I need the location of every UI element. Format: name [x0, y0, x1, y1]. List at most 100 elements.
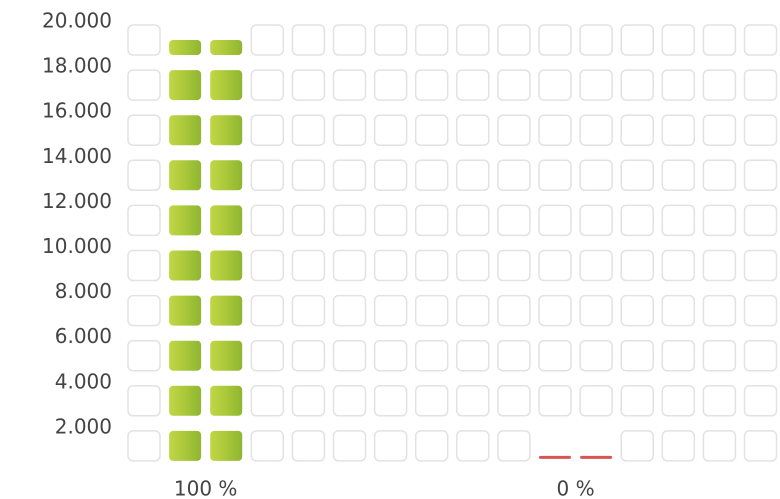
- empty-block: [579, 294, 613, 327]
- empty-block: [538, 385, 572, 417]
- empty-block: [127, 159, 161, 192]
- empty-block: [250, 294, 285, 327]
- empty-block: [497, 339, 531, 372]
- empty-block: [373, 385, 408, 417]
- bar-block: [169, 385, 202, 416]
- empty-block: [620, 204, 654, 237]
- bar-block: [169, 115, 202, 146]
- empty-block: [743, 430, 778, 462]
- empty-block: [579, 385, 613, 417]
- y-tick-label: 14.000: [42, 144, 112, 168]
- empty-block: [127, 294, 161, 327]
- empty-block: [538, 249, 572, 282]
- empty-block: [250, 430, 285, 462]
- empty-block: [373, 339, 408, 372]
- empty-block: [661, 339, 696, 372]
- empty-block: [291, 430, 326, 462]
- empty-block: [373, 69, 408, 101]
- empty-block: [579, 24, 613, 56]
- empty-block: [456, 114, 490, 146]
- empty-block: [702, 24, 737, 56]
- empty-block: [332, 69, 367, 101]
- empty-block: [702, 204, 737, 237]
- empty-block: [291, 249, 326, 282]
- empty-block: [702, 159, 737, 192]
- y-tick-label: 6.000: [55, 324, 112, 348]
- empty-block: [702, 339, 737, 372]
- empty-block: [332, 385, 367, 417]
- empty-block: [620, 430, 654, 462]
- bar-block: [210, 70, 243, 101]
- empty-block: [456, 69, 490, 101]
- empty-block: [414, 339, 449, 372]
- empty-block: [702, 430, 737, 462]
- empty-block: [538, 339, 572, 372]
- empty-block: [620, 339, 654, 372]
- empty-block: [250, 24, 285, 56]
- y-tick-label: 20.000: [42, 9, 112, 33]
- empty-block: [497, 24, 531, 56]
- empty-block: [291, 385, 326, 417]
- empty-block: [291, 204, 326, 237]
- empty-block: [414, 385, 449, 417]
- empty-block: [373, 24, 408, 56]
- empty-block: [661, 249, 696, 282]
- empty-block: [497, 114, 531, 146]
- empty-block: [250, 339, 285, 372]
- empty-block: [743, 69, 778, 101]
- bar-block: [210, 205, 243, 236]
- empty-block: [127, 385, 161, 417]
- empty-block: [250, 204, 285, 237]
- empty-block: [743, 249, 778, 282]
- empty-block: [373, 430, 408, 462]
- empty-block: [743, 204, 778, 237]
- bar-block: [169, 160, 202, 191]
- y-tick-label: 8.000: [55, 279, 112, 303]
- empty-block: [332, 114, 367, 146]
- empty-block: [250, 69, 285, 101]
- bar-block: [210, 250, 243, 281]
- empty-block: [538, 69, 572, 101]
- empty-block: [661, 24, 696, 56]
- bar-block: [539, 455, 571, 459]
- empty-block: [414, 114, 449, 146]
- empty-block: [127, 204, 161, 237]
- bar-block: [169, 295, 202, 326]
- empty-block: [661, 385, 696, 417]
- bar-block: [210, 340, 243, 371]
- empty-block: [373, 204, 408, 237]
- empty-block: [250, 385, 285, 417]
- empty-block: [127, 249, 161, 282]
- empty-block: [661, 159, 696, 192]
- empty-block: [661, 294, 696, 327]
- empty-block: [291, 159, 326, 192]
- empty-block: [497, 204, 531, 237]
- bar-block: [169, 430, 202, 461]
- empty-block: [250, 249, 285, 282]
- empty-block: [332, 430, 367, 462]
- empty-block: [497, 430, 531, 462]
- empty-block: [373, 114, 408, 146]
- empty-block: [332, 204, 367, 237]
- empty-block: [497, 249, 531, 282]
- empty-block: [414, 159, 449, 192]
- empty-block: [291, 24, 326, 56]
- empty-block: [620, 249, 654, 282]
- empty-block: [743, 385, 778, 417]
- empty-block: [497, 385, 531, 417]
- bar-block: [169, 205, 202, 236]
- empty-block: [743, 114, 778, 146]
- empty-block: [497, 69, 531, 101]
- empty-block: [620, 294, 654, 327]
- empty-block: [702, 69, 737, 101]
- bar-block: [169, 70, 202, 101]
- empty-block: [620, 24, 654, 56]
- empty-block: [373, 294, 408, 327]
- bar-block: [210, 40, 243, 55]
- empty-block: [332, 294, 367, 327]
- bar-block: [169, 250, 202, 281]
- empty-block: [661, 430, 696, 462]
- empty-block: [250, 114, 285, 146]
- y-tick-label: 4.000: [55, 369, 112, 393]
- empty-block: [620, 159, 654, 192]
